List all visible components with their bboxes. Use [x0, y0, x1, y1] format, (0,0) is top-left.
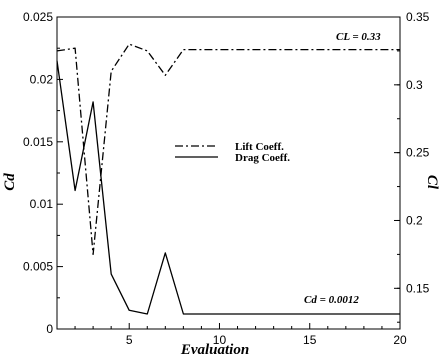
- right-axis: 0.15 0.2 0.25 0.3 0.35: [394, 10, 430, 323]
- x-tick-label: 15: [303, 333, 317, 347]
- x-axis: 5 10 15 20: [74, 323, 407, 347]
- left-axis: 0 0.005 0.01 0.015 0.02 0.025: [23, 10, 63, 336]
- y-left-tick-label: 0: [46, 322, 53, 336]
- x-tick-label: 10: [213, 333, 227, 347]
- y-right-tick-label: 0.3: [406, 78, 423, 92]
- y-right-tick-label: 0.2: [406, 213, 423, 227]
- y-axis-left-title: Cd: [2, 173, 18, 191]
- y-left-tick-label: 0.02: [30, 72, 54, 86]
- legend-label-lift: Lift Coeff.: [235, 141, 284, 153]
- series-line-lift: [56, 43, 400, 256]
- y-right-tick-label: 0.25: [406, 146, 430, 160]
- legend-label-drag: Drag Coeff.: [235, 152, 290, 164]
- series-layer: [56, 43, 400, 315]
- y-right-tick-label: 0.35: [406, 10, 430, 24]
- y-axis-right-title: Cl: [424, 175, 440, 190]
- x-tick-label: 5: [126, 333, 133, 347]
- y-right-tick-label: 0.15: [406, 281, 430, 295]
- y-left-tick-label: 0.01: [30, 197, 54, 211]
- y-left-tick-label: 0.005: [23, 260, 53, 274]
- y-left-tick-label: 0.025: [23, 10, 53, 24]
- annotation-cl: CL = 0.33: [336, 31, 381, 43]
- plot-border: [56, 16, 401, 330]
- annotation-cd: Cd = 0.0012: [304, 294, 359, 306]
- series-line-drag: [56, 60, 400, 315]
- x-axis-title: Evaluation: [180, 342, 249, 356]
- x-tick-label: 20: [393, 333, 407, 347]
- legend: Lift Coeff. Drag Coeff.: [175, 141, 290, 164]
- plot-frame: [56, 16, 401, 330]
- y-left-tick-label: 0.015: [23, 135, 53, 149]
